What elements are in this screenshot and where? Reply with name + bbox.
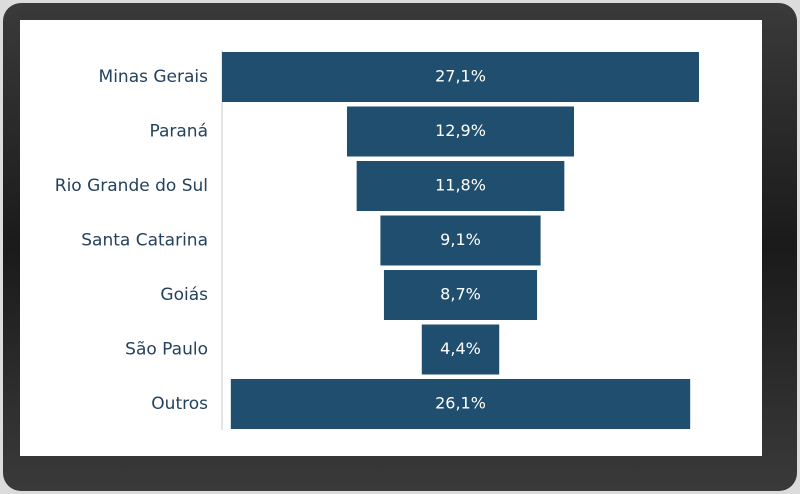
value-label: 12,9% (435, 121, 486, 140)
value-label: 11,8% (435, 176, 486, 195)
value-label: 4,4% (440, 339, 481, 358)
category-label: Goiás (160, 285, 208, 305)
category-label: Paraná (149, 122, 208, 142)
category-label: Outros (151, 394, 208, 414)
category-label: Rio Grande do Sul (55, 176, 208, 196)
category-label: Santa Catarina (81, 231, 208, 251)
funnel-bar (421, 324, 500, 375)
category-label: Minas Gerais (99, 67, 209, 87)
funnel-bar (356, 161, 565, 211)
funnel-bar (230, 379, 691, 429)
category-label: São Paulo (125, 340, 208, 360)
value-label: 27,1% (435, 67, 486, 86)
funnel-bar (346, 106, 575, 157)
funnel-bar (380, 215, 541, 266)
funnel-bar (383, 270, 538, 320)
value-label: 26,1% (435, 394, 486, 413)
funnel-bar (222, 52, 699, 102)
value-label: 8,7% (440, 285, 481, 304)
value-label: 9,1% (440, 230, 481, 249)
